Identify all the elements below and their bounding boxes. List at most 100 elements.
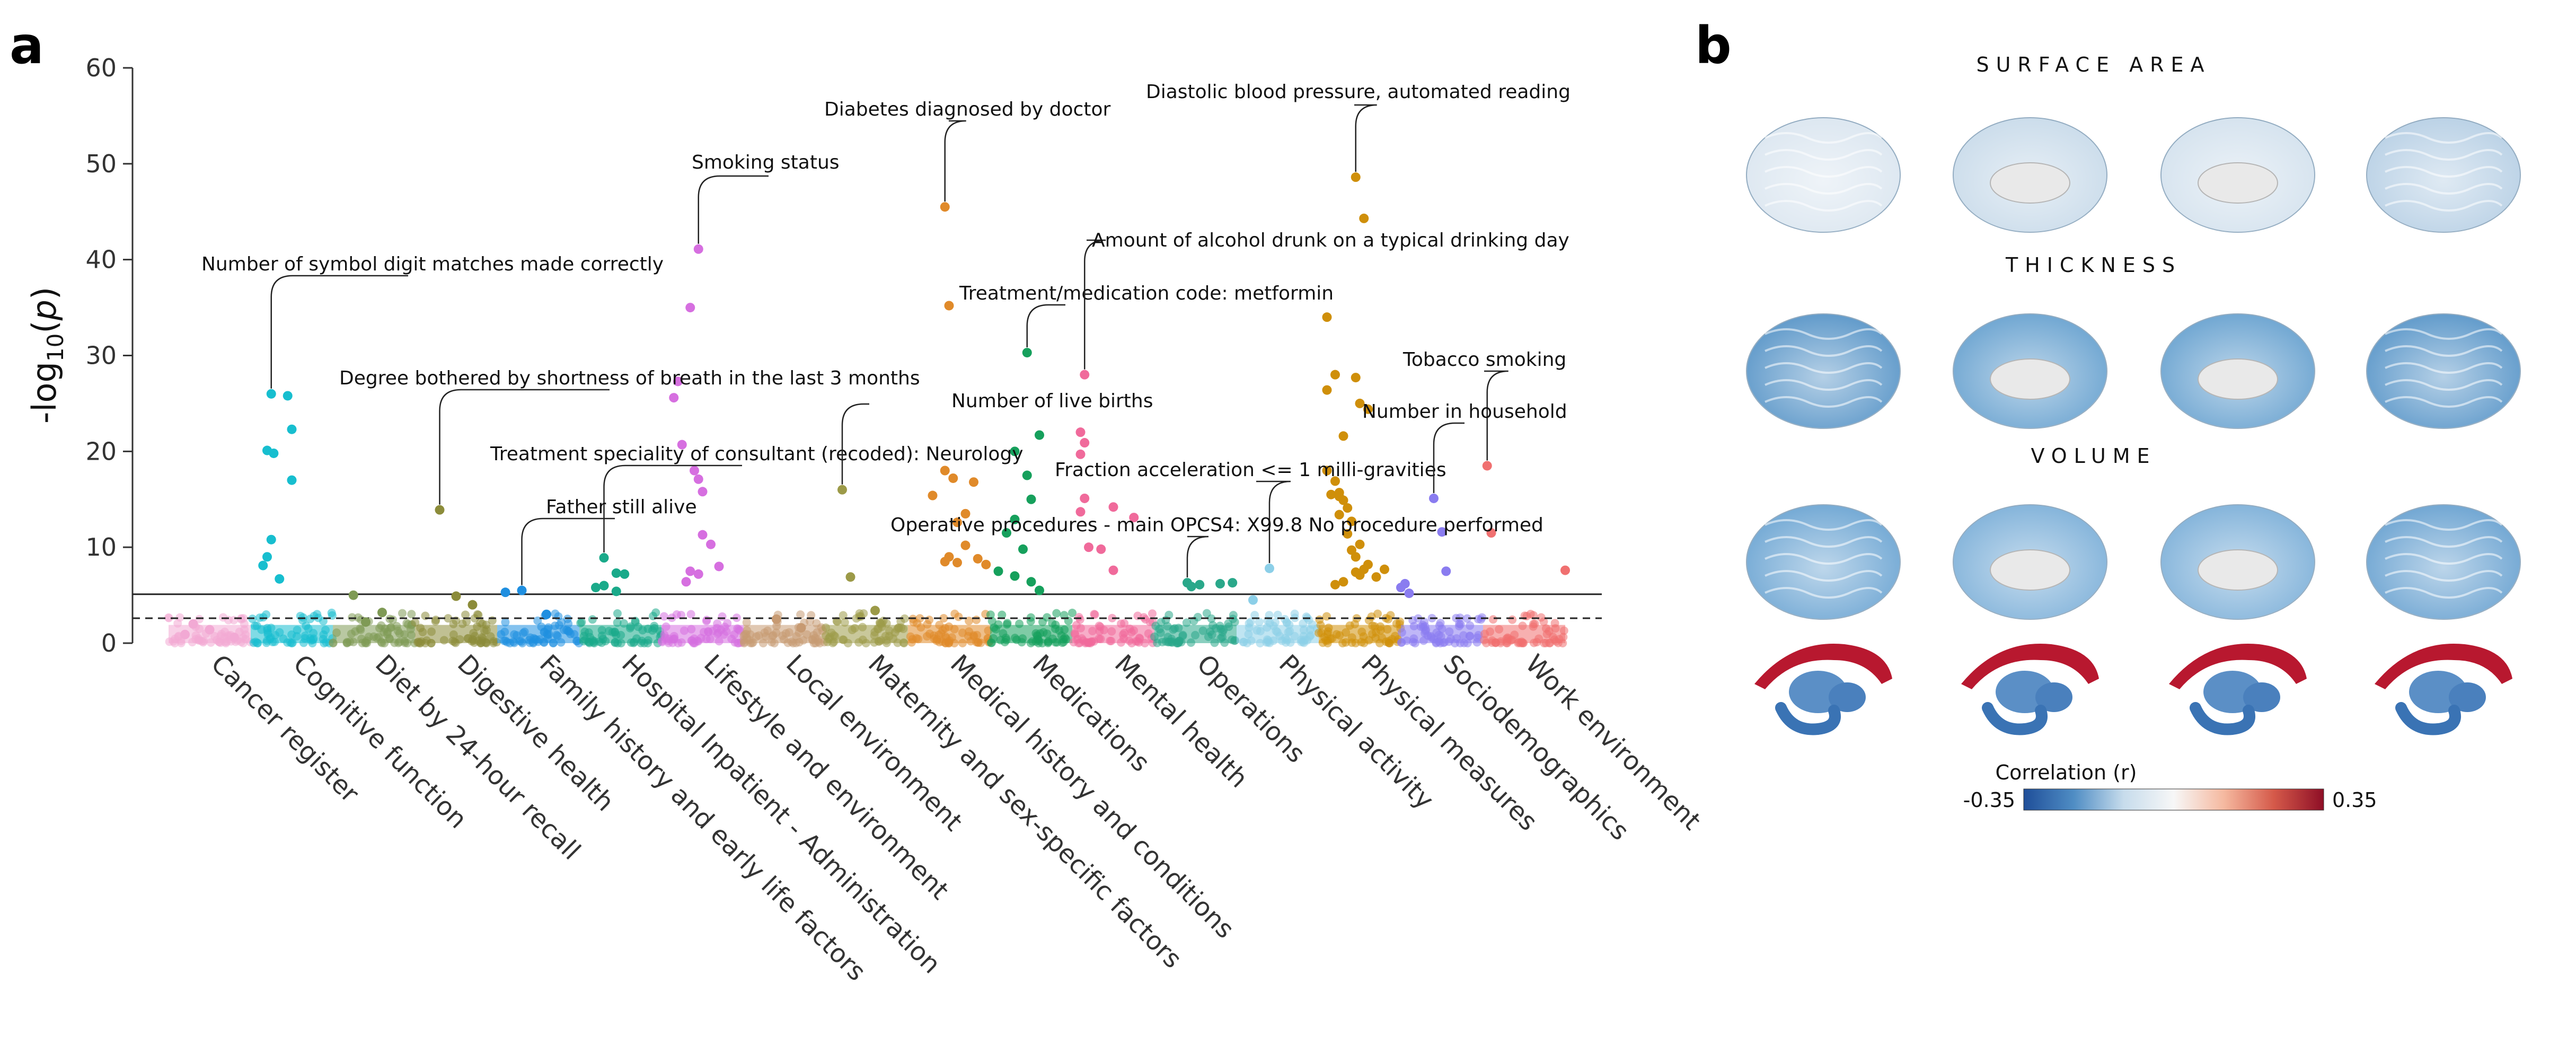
background-point — [411, 618, 420, 627]
category-band — [497, 609, 584, 647]
annotation: Diabetes diagnosed by doctor — [824, 99, 1110, 202]
data-point — [275, 574, 285, 584]
annotation: Amount of alcohol drunk on a typical dri… — [1084, 230, 1569, 370]
background-point — [1437, 624, 1446, 633]
data-point — [928, 490, 938, 501]
annotation-leader — [698, 175, 769, 244]
y-tick-label: 60 — [85, 54, 117, 82]
sulcus-line — [1765, 553, 1883, 565]
background-point — [822, 623, 831, 632]
data-point — [1002, 528, 1011, 538]
annotation-label: Treatment/medication code: metformin — [959, 283, 1334, 304]
background-point — [332, 628, 341, 637]
background-point — [361, 638, 370, 647]
y-tick-label: 20 — [85, 437, 117, 466]
y-axis: 0 10 20 30 40 50 60 -log10(p) — [25, 54, 134, 657]
background-point — [1486, 627, 1495, 636]
data-point — [1347, 516, 1356, 526]
background-point — [1474, 631, 1483, 640]
data-point — [611, 568, 621, 578]
background-point — [252, 621, 261, 630]
brain-thickness-view — [1746, 313, 1901, 429]
data-point — [620, 569, 630, 579]
annotation-leader — [944, 120, 966, 202]
hemisphere-shading — [1746, 118, 1900, 232]
data-point — [796, 623, 806, 633]
background-point — [1454, 621, 1463, 630]
data-point — [952, 558, 962, 568]
category-band — [1480, 610, 1568, 647]
background-point — [613, 618, 622, 627]
x-tick-label: Digestive health — [452, 649, 620, 817]
putamen-shape — [2449, 682, 2486, 712]
background-point — [705, 635, 714, 644]
brain-thickness-view — [2366, 313, 2521, 429]
background-point — [1150, 632, 1159, 641]
data-point — [1084, 542, 1093, 552]
data-point — [1010, 571, 1020, 581]
data-point — [348, 590, 358, 600]
data-point — [714, 561, 724, 572]
data-point — [837, 485, 847, 495]
background-point — [1286, 638, 1295, 647]
background-point — [643, 638, 652, 647]
data-point — [1441, 566, 1451, 576]
background-point — [799, 636, 808, 645]
data-point — [1080, 438, 1090, 448]
y-tick-label: 40 — [85, 245, 117, 274]
background-point — [742, 618, 751, 627]
background-point — [1250, 611, 1259, 620]
background-point — [1182, 618, 1191, 627]
annotation: Number of live births — [841, 390, 1153, 485]
background-point — [1139, 613, 1148, 622]
background-point — [448, 636, 457, 645]
hippocampus-shape — [1775, 702, 1841, 735]
annotation-label: Tobacco smoking — [1402, 349, 1566, 371]
background-point — [478, 633, 487, 642]
background-point — [1088, 627, 1097, 636]
background-point — [807, 611, 816, 620]
data-point — [940, 202, 950, 212]
background-point — [605, 627, 614, 636]
hemisphere-shading — [1746, 314, 1900, 428]
background-point — [1299, 626, 1308, 635]
background-point — [1315, 628, 1324, 637]
hippocampus-shape — [2395, 702, 2461, 735]
panel-letter-a: a — [10, 16, 44, 75]
background-point — [557, 638, 566, 647]
data-point — [1228, 578, 1238, 588]
annotation: Number of symbol digit matches made corr… — [201, 253, 664, 389]
subcortical-view — [2375, 643, 2512, 735]
background-point — [530, 634, 539, 643]
background-point — [813, 628, 822, 637]
background-point — [343, 638, 352, 647]
background-point — [1051, 624, 1060, 633]
hemisphere-shading — [2367, 314, 2520, 428]
data-point — [685, 566, 695, 576]
background-point — [321, 626, 330, 635]
background-point — [236, 637, 245, 646]
background-point — [1529, 611, 1538, 620]
background-point — [1554, 638, 1563, 647]
annotation: Smoking status — [692, 152, 840, 244]
medial-wall — [2198, 358, 2278, 400]
medial-wall — [1990, 162, 2070, 204]
data-point — [698, 530, 708, 540]
background-point — [1290, 631, 1299, 640]
background-point — [329, 638, 338, 647]
sulcus-line — [2385, 396, 2503, 408]
data-point — [361, 617, 370, 627]
background-point — [1463, 638, 1472, 647]
background-point — [439, 636, 448, 645]
background-point — [1357, 627, 1366, 636]
caudate-shape — [2169, 643, 2307, 689]
background-point — [1245, 619, 1254, 628]
data-point — [266, 534, 276, 545]
annotation-label: Amount of alcohol drunk on a typical dri… — [1092, 230, 1569, 251]
row-title-volume: VOLUME — [2031, 444, 2157, 468]
sulcus-line — [2385, 183, 2503, 195]
background-point — [327, 608, 336, 617]
background-point — [1026, 617, 1035, 626]
background-point — [1071, 630, 1080, 639]
background-point — [1191, 630, 1200, 639]
